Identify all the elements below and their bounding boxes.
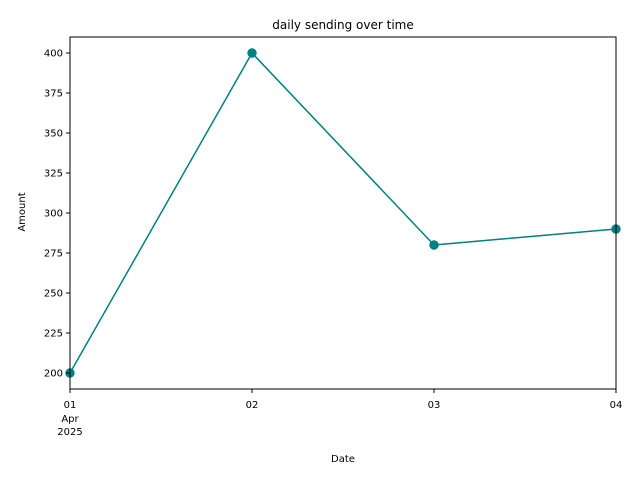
x-tick-label-0: 01 xyxy=(64,400,77,411)
data-point-0-2 xyxy=(429,240,439,250)
y-tick-label-0: 200 xyxy=(44,369,63,380)
chart-title: daily sending over time xyxy=(272,18,413,32)
y-tick-label-5: 325 xyxy=(44,169,63,180)
x-tick-label-3: 04 xyxy=(610,400,623,411)
data-point-0-1 xyxy=(247,48,257,58)
y-tick-label-7: 375 xyxy=(44,89,63,100)
y-axis: 200 225 250 275 300 325 350 375 400 xyxy=(44,49,70,380)
x-axis-label: Date xyxy=(331,454,355,465)
x-axis: 01 Apr 2025 02 03 04 xyxy=(57,389,622,438)
x-tick-sublabel-0-0: Apr xyxy=(61,414,79,425)
y-tick-label-4: 300 xyxy=(44,209,63,220)
x-tick-sublabel-0-1: 2025 xyxy=(57,427,82,438)
y-tick-label-1: 225 xyxy=(44,329,63,340)
x-tick-label-2: 03 xyxy=(428,400,441,411)
y-axis-label: Amount xyxy=(17,192,28,231)
series-line-0 xyxy=(69,52,617,374)
plot-frame xyxy=(69,36,617,390)
y-tick-label-8: 400 xyxy=(44,49,63,60)
x-tick-label-1: 02 xyxy=(246,400,259,411)
y-tick-label-6: 350 xyxy=(44,129,63,140)
y-tick-label-3: 275 xyxy=(44,249,63,260)
y-tick-label-2: 250 xyxy=(44,289,63,300)
plot-area xyxy=(65,48,621,378)
